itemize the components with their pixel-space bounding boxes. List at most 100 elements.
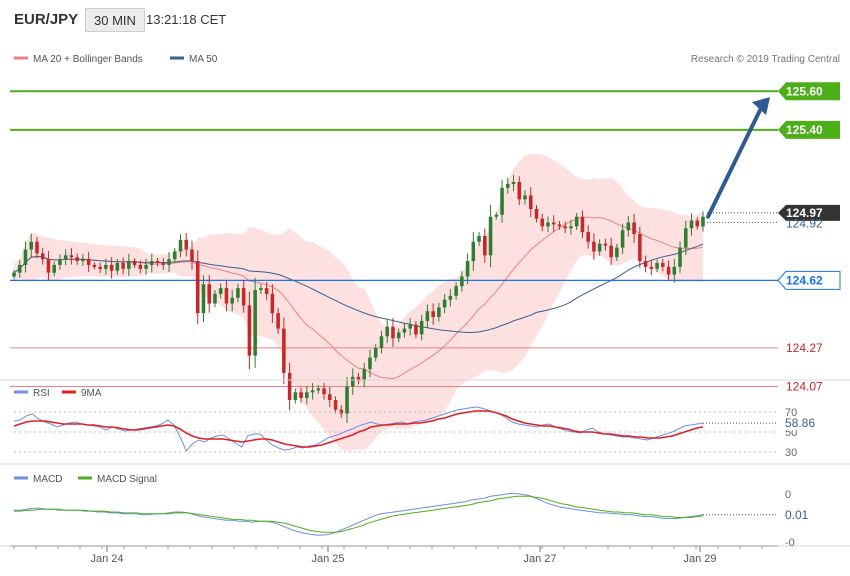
candle	[230, 289, 234, 312]
candle	[224, 280, 229, 312]
candle	[626, 215, 631, 237]
candle-body	[701, 216, 705, 227]
candle	[144, 258, 148, 275]
ma50-legend-label: MA 50	[189, 54, 218, 65]
ma50-last-label: 124.92	[786, 216, 823, 230]
candle-body	[184, 239, 189, 250]
candle-body	[362, 369, 367, 381]
candle	[563, 221, 567, 234]
candle-body	[517, 181, 522, 200]
candle-body	[649, 266, 654, 269]
candle-body	[483, 236, 487, 256]
candle-body	[477, 236, 481, 242]
candle-body	[58, 259, 62, 265]
candle	[63, 249, 68, 266]
candle	[419, 315, 424, 341]
candle-body	[40, 253, 45, 260]
candle-body	[431, 311, 435, 318]
candle-body	[207, 284, 211, 304]
candle-body	[546, 222, 550, 227]
candle-body	[551, 222, 556, 225]
candle	[362, 362, 367, 388]
candle-body	[661, 263, 665, 267]
candle-body	[695, 220, 700, 227]
candle-body	[563, 226, 567, 229]
candle	[270, 284, 275, 324]
candle-body	[127, 261, 131, 269]
candle-body	[672, 266, 677, 275]
candle	[150, 253, 154, 273]
candle	[494, 212, 499, 220]
candle-body	[195, 261, 200, 314]
candle	[92, 262, 97, 270]
candle	[477, 232, 481, 246]
candle	[471, 231, 476, 271]
candle-body	[609, 245, 613, 258]
candle	[127, 253, 131, 277]
credit-label: Research © 2019 Trading Central	[691, 54, 840, 65]
candle-body	[218, 288, 223, 294]
candle-body	[259, 288, 263, 291]
candle-body	[150, 261, 154, 265]
candle-body	[356, 376, 361, 381]
rsi-tick-label: 70	[785, 407, 797, 419]
candle-body	[494, 214, 499, 217]
candle-body	[299, 392, 303, 399]
candle	[201, 275, 206, 323]
candle	[683, 220, 688, 256]
rsi-legend-label: RSI	[33, 388, 50, 399]
candle-body	[678, 247, 682, 267]
candle	[373, 344, 378, 362]
candle-body	[557, 224, 562, 227]
candle-body	[92, 264, 97, 267]
timeframe-button[interactable]: 30 MIN	[85, 8, 145, 32]
candle-body	[132, 261, 137, 265]
candle	[385, 319, 389, 344]
candle	[580, 210, 585, 239]
candle	[448, 289, 453, 307]
candle	[701, 211, 705, 232]
candle	[236, 283, 240, 303]
candle-body	[75, 257, 79, 262]
candle-body	[460, 276, 464, 287]
candle-body	[241, 288, 246, 306]
candle	[328, 387, 332, 408]
candle	[414, 320, 418, 339]
candle	[437, 302, 441, 322]
candle-body	[328, 394, 332, 400]
candle-body	[121, 263, 125, 269]
candle-body	[597, 243, 602, 252]
candle	[132, 258, 137, 268]
candle	[178, 234, 183, 258]
candle	[666, 260, 671, 282]
candle	[253, 277, 257, 368]
rsi-legend: RSI 9MA	[14, 388, 102, 399]
candle-body	[523, 195, 527, 200]
candle	[546, 216, 550, 233]
candle-body	[402, 328, 407, 333]
level-label-125.60: 125.60	[786, 84, 823, 98]
candle	[316, 385, 321, 394]
candle-body	[161, 263, 166, 265]
candle-body	[632, 222, 636, 235]
candle	[282, 317, 286, 385]
main-legend: MA 20 + Bollinger Bands MA 50	[14, 54, 218, 65]
symbol-label: EUR/JPY	[8, 8, 85, 30]
candle	[391, 318, 395, 347]
candle-body	[17, 264, 22, 273]
candle-body	[339, 409, 344, 414]
candle-body	[155, 261, 160, 264]
candle-body	[345, 386, 349, 414]
rsi-ma-legend-label: 9MA	[81, 388, 102, 399]
macd-signal-line	[14, 495, 704, 533]
candle	[207, 275, 211, 313]
candle-body	[35, 241, 39, 254]
level-label-124.27: 124.27	[786, 341, 823, 355]
candle	[454, 282, 458, 300]
candle	[408, 318, 412, 336]
candle-body	[144, 264, 148, 269]
candle-body	[23, 249, 28, 265]
candle-body	[437, 307, 441, 318]
candle	[460, 271, 464, 292]
